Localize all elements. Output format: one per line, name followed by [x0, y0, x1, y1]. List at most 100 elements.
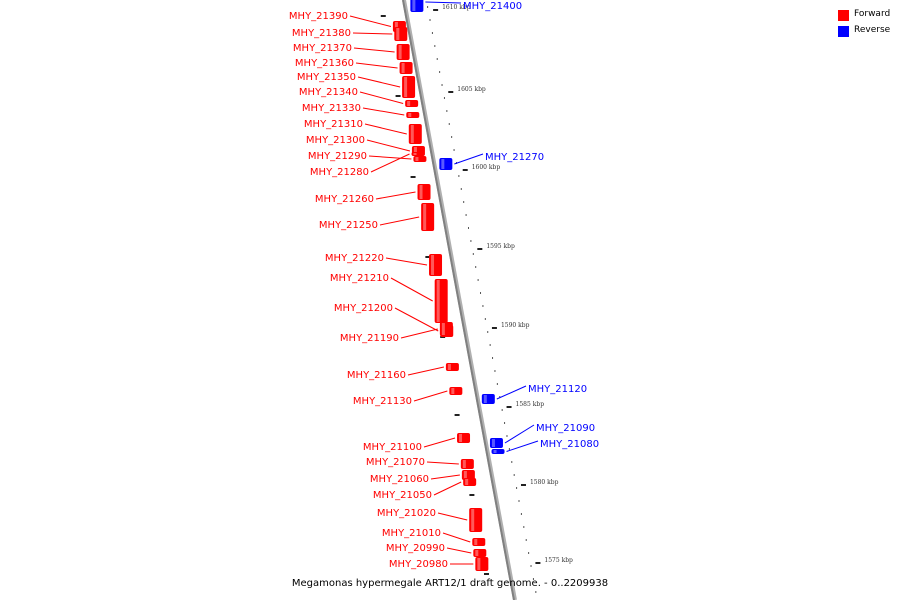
gene-label: MHY_21250: [319, 220, 378, 231]
gene-label: MHY_21020: [377, 508, 436, 519]
guide-dot: [482, 305, 484, 307]
gene-block: [429, 254, 443, 276]
scale-tick-label: 1600 kbp: [472, 164, 501, 171]
gene-highlight: [404, 77, 408, 97]
legend-label-reverse: Reverse: [854, 25, 891, 35]
gene-block: [408, 124, 422, 144]
guide-dot: [499, 396, 501, 398]
gene-mhy_21380: MHY_21380: [292, 27, 408, 41]
gene-block: [421, 203, 435, 231]
guide-dot: [489, 344, 491, 346]
gene-mhy_21360: MHY_21360: [295, 58, 413, 74]
gene-connector: [506, 440, 539, 452]
gene-label: MHY_21060: [370, 474, 429, 485]
gene-highlight: [398, 45, 402, 59]
guide-dot: [532, 578, 534, 580]
scale-tick-label: 1605 kbp: [457, 86, 486, 93]
gene-mhy_21220: MHY_21220: [325, 253, 443, 276]
gene-label: MHY_21210: [330, 273, 389, 284]
gene-highlight: [475, 550, 479, 556]
guide-dot: [465, 214, 467, 216]
gene-connector: [349, 15, 392, 27]
guide-dot: [487, 331, 489, 333]
gene-connector: [375, 191, 416, 200]
gene-block: [413, 156, 427, 162]
gene-highlight: [441, 323, 445, 335]
scale-tick: [491, 327, 497, 329]
gene-label: MHY_21190: [340, 333, 399, 344]
gene-connector: [353, 47, 395, 53]
gene-highlight: [431, 255, 435, 275]
gene-mhy_21070: MHY_21070: [366, 457, 474, 469]
gene-highlight: [415, 157, 419, 161]
scale-tick: [433, 9, 439, 11]
gene-mhy_21310: MHY_21310: [304, 119, 422, 144]
gene-highlight: [463, 471, 467, 479]
gene-connector: [357, 76, 401, 88]
guide-dot: [453, 149, 455, 151]
guide-dot: [463, 201, 465, 203]
guide-dot: [441, 84, 443, 86]
guide-dot: [446, 110, 448, 112]
scale-tick-label: 1610 kbp: [442, 4, 471, 11]
guide-dot: [535, 591, 537, 593]
gene-highlight: [451, 388, 455, 394]
gene-marker: [425, 256, 431, 258]
gene-label: MHY_21010: [382, 528, 441, 539]
gene-highlight: [407, 101, 411, 106]
gene-highlight: [423, 204, 427, 230]
gene-highlight: [459, 434, 463, 442]
gene-label: MHY_21220: [325, 253, 384, 264]
gene-highlight: [396, 28, 400, 40]
gene-block: [399, 62, 413, 74]
guide-dot: [492, 357, 494, 359]
gene-connector: [362, 107, 405, 116]
gene-connector: [355, 62, 398, 69]
gene-label: MHY_21130: [353, 396, 412, 407]
gene-connector: [504, 424, 535, 444]
gene-label: MHY_20990: [386, 543, 445, 554]
scale-tick-label: 1580 kbp: [530, 479, 559, 486]
gene-highlight: [447, 364, 451, 370]
gene-connector: [407, 366, 445, 376]
guide-dot: [508, 448, 510, 450]
guide-dot: [451, 136, 453, 138]
gene-mhy_21080: MHY_21080: [491, 439, 599, 454]
gene-mhy_21370: MHY_21370: [293, 43, 410, 60]
gene-mhy_21100: MHY_21100: [363, 433, 471, 453]
gene-block: [469, 508, 483, 532]
gene-block: [411, 152, 425, 156]
guide-dot: [511, 461, 513, 463]
gene-connector: [370, 153, 410, 173]
gene-block: [473, 549, 487, 557]
gene-label: MHY_21070: [366, 457, 425, 468]
gene-block: [405, 100, 419, 107]
gene-block: [394, 27, 408, 41]
gene-mhy_21250: MHY_21250: [319, 203, 435, 231]
gene-label: MHY_21100: [363, 442, 422, 453]
gene-connector: [496, 385, 527, 400]
gene-connector: [366, 139, 411, 152]
scale-tick-label: 1595 kbp: [486, 243, 515, 250]
gene-mhy_21260: MHY_21260: [315, 184, 431, 205]
gene-mhy_21350: MHY_21350: [297, 72, 416, 98]
gene-highlight: [483, 395, 487, 403]
guide-dot: [518, 500, 520, 502]
gene-connector: [437, 512, 468, 521]
gene-connector: [430, 474, 460, 480]
guide-dot: [467, 227, 469, 229]
gene-label: MHY_21360: [295, 58, 354, 69]
gene-block: [439, 158, 453, 170]
gene-block: [439, 322, 453, 336]
guide-dot: [477, 279, 479, 281]
scale-tick-label: 1590 kbp: [501, 322, 530, 329]
gene-connector: [359, 91, 404, 104]
gene-highlight: [436, 280, 440, 322]
genome-caption: Megamonas hypermegale ART12/1 draft geno…: [291, 578, 609, 589]
gene-highlight: [413, 147, 417, 155]
gene-mhy_21270: MHY_21270: [439, 152, 544, 170]
guide-dot: [436, 58, 438, 60]
gene-highlight: [474, 539, 478, 545]
